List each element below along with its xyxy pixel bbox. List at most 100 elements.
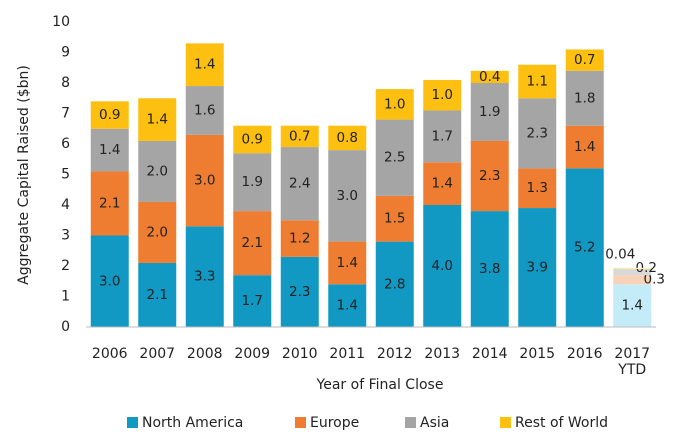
bar-segment xyxy=(470,140,509,212)
data-label: 1.1 xyxy=(527,73,548,89)
data-label: 1.9 xyxy=(242,174,263,190)
bar-segment xyxy=(138,201,177,263)
data-label: 1.9 xyxy=(479,104,500,120)
data-label: 1.0 xyxy=(384,96,405,112)
legend-label: Rest of World xyxy=(515,415,608,431)
bar-segment xyxy=(613,269,652,276)
data-label: 2.1 xyxy=(242,235,263,251)
data-label: 1.4 xyxy=(194,57,215,73)
bar-segment xyxy=(375,119,414,196)
data-label: 0.9 xyxy=(242,131,263,147)
data-label: 1.7 xyxy=(242,293,263,309)
bar-segment xyxy=(138,140,177,202)
x-tick-label: 2011 xyxy=(329,346,365,362)
bar-segment xyxy=(565,168,604,327)
data-label: 1.6 xyxy=(194,102,215,118)
bar-segment xyxy=(233,153,272,212)
bar-segment xyxy=(518,98,557,169)
y-axis-title: Aggregate Capital Raised ($bn) xyxy=(16,65,32,285)
x-tick-label: 2007 xyxy=(139,346,175,362)
bar-segment xyxy=(613,267,652,270)
x-tick-label: 2013 xyxy=(424,346,460,362)
y-tick-label: 0 xyxy=(61,319,70,335)
x-tick-label: 2012 xyxy=(377,346,413,362)
data-label: 3.8 xyxy=(479,261,500,277)
bar-segment xyxy=(280,220,319,257)
bar-segment xyxy=(423,79,462,111)
x-tick-label: 2015 xyxy=(519,346,555,362)
data-label: 0.9 xyxy=(99,107,120,123)
bar-segment xyxy=(375,241,414,327)
bar-segment xyxy=(328,125,367,151)
data-label: 3.0 xyxy=(99,273,120,289)
bar-segment xyxy=(280,147,319,221)
bar-segment xyxy=(90,171,129,236)
data-label: 0.8 xyxy=(337,130,358,146)
data-label: 2.3 xyxy=(527,125,548,141)
data-label: 3.3 xyxy=(194,269,215,285)
x-tick-label: 2017 YTD xyxy=(614,346,650,378)
y-tick-label: 4 xyxy=(61,197,70,213)
data-label: 1.4 xyxy=(432,176,453,192)
data-label: 1.2 xyxy=(289,231,310,247)
bar-segment xyxy=(518,64,557,99)
bar-segment xyxy=(613,284,652,327)
data-label: 1.8 xyxy=(574,90,595,106)
data-label: 3.0 xyxy=(337,188,358,204)
x-tick-label: 2006 xyxy=(92,346,128,362)
data-label: 2.0 xyxy=(147,224,168,240)
bar-segment xyxy=(423,110,462,163)
data-label: 1.4 xyxy=(622,298,643,314)
data-label: 3.0 xyxy=(194,173,215,189)
data-label: 4.0 xyxy=(432,258,453,274)
legend-label: Asia xyxy=(420,415,449,431)
y-tick-label: 9 xyxy=(61,45,70,61)
bar-segment xyxy=(328,284,367,327)
bar-segment xyxy=(470,83,509,141)
data-label: 3.9 xyxy=(527,260,548,276)
data-label: 2.0 xyxy=(147,163,168,179)
x-tick-label: 2010 xyxy=(282,346,318,362)
bar-segment xyxy=(565,125,604,169)
data-label: 1.5 xyxy=(384,211,405,227)
data-label: 1.0 xyxy=(432,87,453,103)
bar-segment xyxy=(565,70,604,126)
data-label: 0.7 xyxy=(289,128,310,144)
bar-segment xyxy=(613,275,652,285)
y-tick-label: 8 xyxy=(61,75,70,91)
x-tick-label: 2016 xyxy=(567,346,603,362)
legend-swatch xyxy=(127,417,138,428)
data-label: 1.4 xyxy=(337,255,358,271)
data-label: 2.3 xyxy=(289,284,310,300)
bar-segment xyxy=(185,226,224,327)
data-label: 2.3 xyxy=(479,168,500,184)
data-label: 1.4 xyxy=(99,142,120,158)
y-tick-label: 1 xyxy=(61,289,70,305)
x-tick-label: 2008 xyxy=(187,346,223,362)
data-label: 1.4 xyxy=(574,139,595,155)
bar-segment xyxy=(280,125,319,148)
legend-swatch xyxy=(500,417,511,428)
bar-segment xyxy=(90,235,129,327)
bar-segment xyxy=(233,275,272,327)
bar-segment xyxy=(185,86,224,135)
y-tick-label: 10 xyxy=(52,14,70,30)
bar-segment xyxy=(470,211,509,327)
bar-segment xyxy=(375,89,414,120)
bar-segment xyxy=(185,43,224,87)
data-label: 1.7 xyxy=(432,128,453,144)
x-tick-label: 2014 xyxy=(472,346,508,362)
bar-segment xyxy=(138,98,177,141)
legend-swatch xyxy=(295,417,306,428)
bar-segment xyxy=(470,70,509,83)
data-label: 1.3 xyxy=(527,180,548,196)
data-label: 0.7 xyxy=(574,52,595,68)
bar-segment xyxy=(423,205,462,327)
y-tick-label: 6 xyxy=(61,136,70,152)
legend-label: Europe xyxy=(310,415,359,431)
y-tick-label: 5 xyxy=(61,167,70,183)
legend-swatch xyxy=(405,417,416,428)
data-label: 2.8 xyxy=(384,276,405,292)
data-label: 2.5 xyxy=(384,150,405,166)
